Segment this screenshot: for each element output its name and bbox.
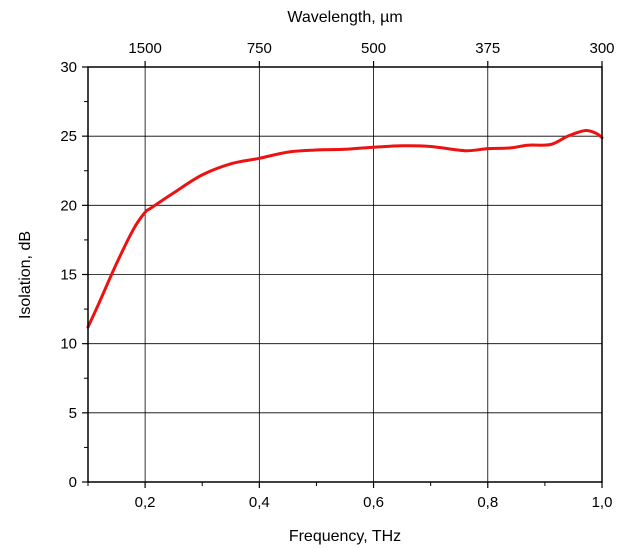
series-line — [86, 129, 604, 329]
y-tick-label: 25 — [60, 128, 77, 145]
top-tick-label: 375 — [475, 40, 500, 57]
x-axis-title: Frequency, THz — [289, 528, 401, 545]
x-tick-label: 0,4 — [249, 494, 270, 511]
x-tick-label: 1,0 — [592, 494, 613, 511]
x-tick-label: 0,6 — [363, 494, 384, 511]
top-axis-title: Wavelength, µm — [287, 9, 402, 26]
top-tick-label: 1500 — [128, 40, 161, 57]
y-tick-label: 15 — [60, 267, 77, 284]
y-tick-label: 5 — [69, 405, 77, 422]
top-tick-label: 300 — [589, 40, 614, 57]
top-tick-label: 500 — [361, 40, 386, 57]
ticks: 0,2 0,4 0,6 0,8 1,0 0 5 10 15 20 25 30 1500 750 500 375… — [60, 40, 614, 511]
y-tick-label: 30 — [60, 59, 77, 76]
x-tick-label: 0,2 — [135, 494, 156, 511]
series-layer — [86, 129, 604, 329]
y-tick-label: 10 — [60, 336, 77, 353]
grid — [88, 66, 603, 483]
y-axis-title: Isolation, dB — [17, 231, 34, 319]
x-tick-label: 0,8 — [477, 494, 498, 511]
y-tick-label: 20 — [60, 197, 77, 214]
top-tick-label: 750 — [247, 40, 272, 57]
y-tick-label: 0 — [69, 474, 77, 491]
